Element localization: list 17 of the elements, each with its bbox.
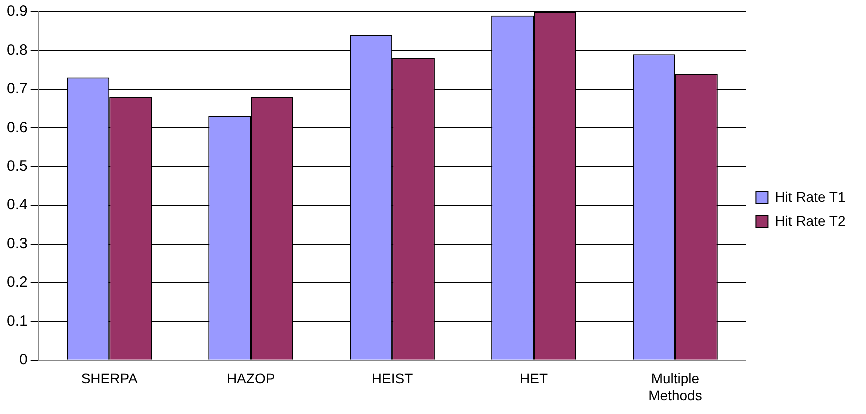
legend-label: Hit Rate T1 [775,188,846,205]
x-tick-label: HAZOP [226,370,276,387]
y-tick-label: 0.1 [6,312,28,330]
x-tick-label: Multiple Methods [648,370,702,404]
x-tick-label: HET [520,370,548,387]
x-tick-label: HEIST [372,370,414,387]
y-tick-label: 0.2 [6,274,28,292]
y-tick-label: 0.3 [6,235,28,252]
y-tick-label: 0.9 [6,3,28,20]
y-tick-label: 0.8 [6,42,28,59]
y-tick-label: 0.6 [6,119,28,136]
legend-label: Hit Rate T2 [775,212,846,229]
y-tick-label: 0 [20,352,28,369]
y-tick-label: 0.4 [6,196,28,214]
y-tick-label: 0.5 [6,158,28,175]
y-tick-label: 0.7 [6,80,28,98]
x-tick-label: SHERPA [81,370,139,387]
